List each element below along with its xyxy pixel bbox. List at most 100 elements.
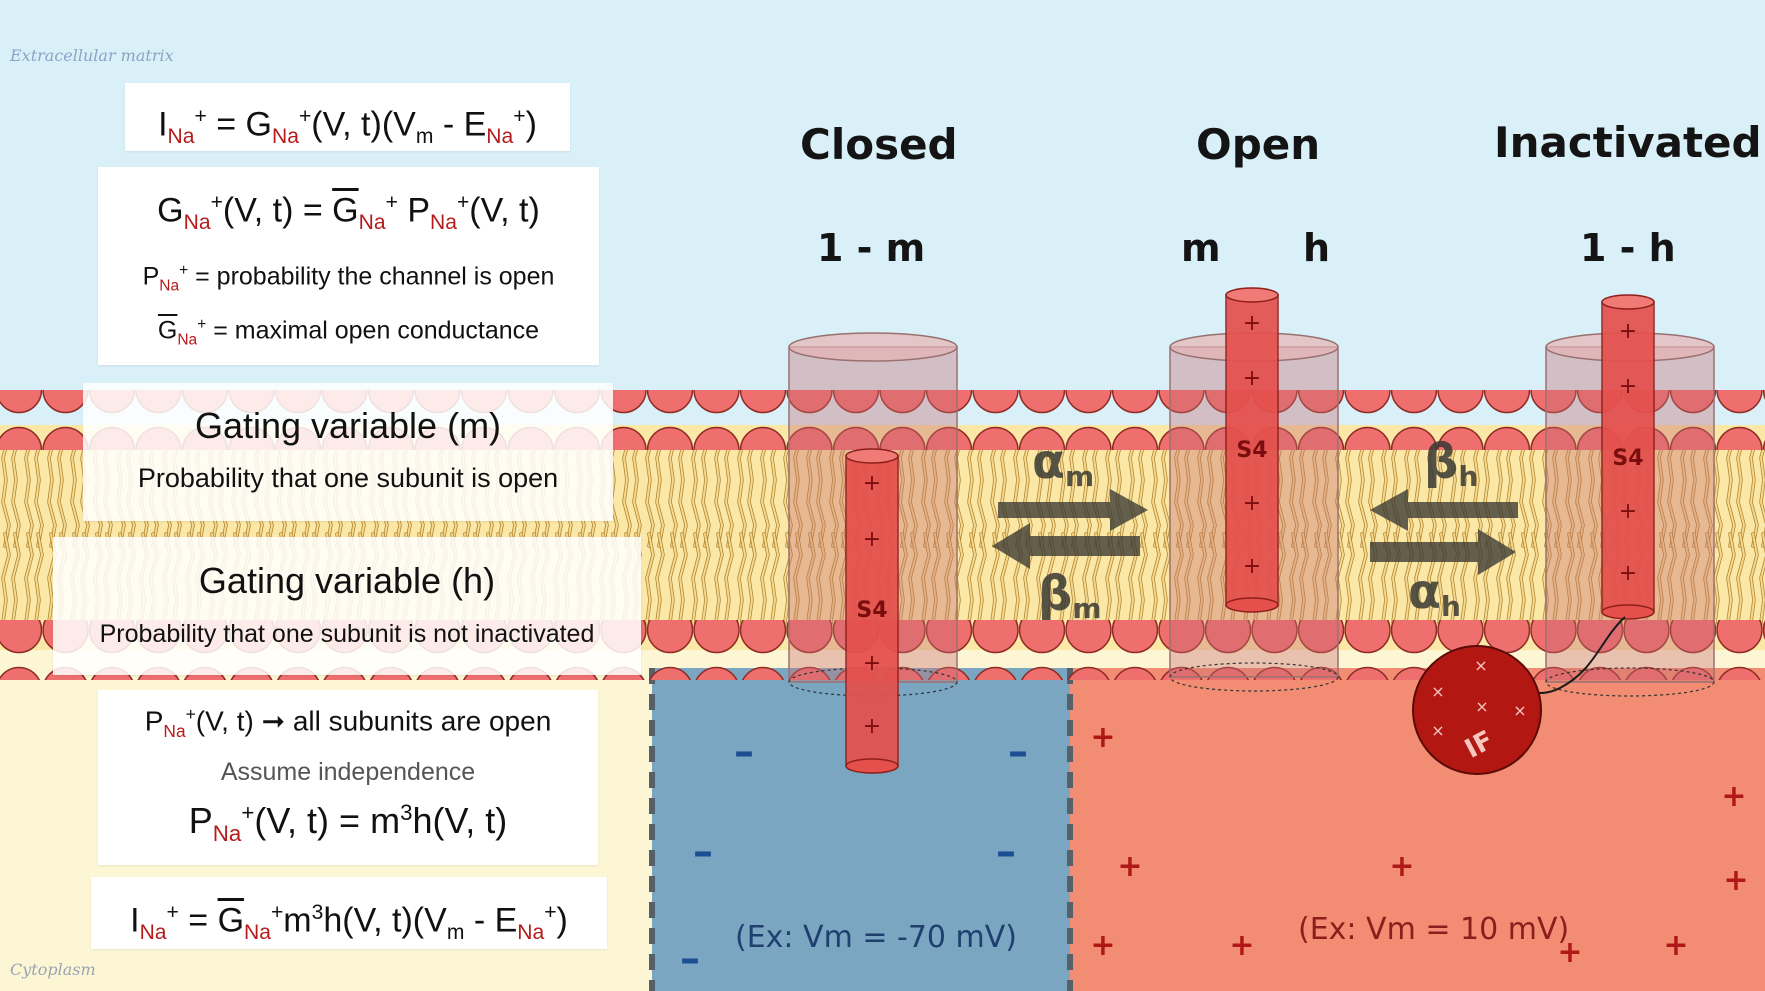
- eq1-i: I: [158, 105, 168, 144]
- example-hyperpolarized: (Ex: Vm = -70 mV): [735, 920, 1017, 955]
- open-s4-label: S4: [1236, 438, 1267, 463]
- minus-charge-1: –: [734, 729, 754, 775]
- plus-charge-6: +: [1090, 928, 1115, 963]
- plus-charge-4: +: [1389, 849, 1414, 884]
- open-s4-plus-1: +: [1243, 311, 1261, 336]
- eq1-plus-3: +: [513, 105, 526, 128]
- rate-beta-h-sub: h: [1458, 460, 1478, 493]
- open-s4-plus-4: +: [1243, 554, 1261, 579]
- inactivated-s4-plus-4: +: [1619, 561, 1637, 586]
- assume-plus-1: +: [185, 704, 196, 724]
- state-inactivated-variable: 1 - h: [1580, 226, 1676, 270]
- conductance-definition: GNa+ = maximal open conductance: [98, 316, 599, 349]
- rate-alpha-m: αm: [1032, 434, 1094, 493]
- eq2-na-sub-2: Na: [358, 211, 386, 235]
- state-open-h-variable: h: [1303, 226, 1331, 270]
- final-close: ): [556, 901, 568, 940]
- independence-box: PNa+(V, t) ➞ all subunits are open Assum…: [98, 690, 598, 865]
- assume-na-sub-1: Na: [163, 720, 186, 741]
- closed-s4-plus-2: +: [863, 527, 881, 552]
- final-cube: 3: [311, 901, 324, 924]
- rate-beta-m-sub: m: [1072, 592, 1101, 625]
- gating-h-description: Probability that one subunit is not inac…: [99, 620, 595, 648]
- inactivated-s4-label: S4: [1612, 446, 1643, 471]
- extracellular-label: Extracellular matrix: [10, 46, 174, 65]
- final-minus-e: - E: [464, 901, 518, 940]
- assume-line-1: PNa+(V, t) ➞ all subunits are open: [98, 704, 598, 742]
- final-m-sub: m: [446, 921, 465, 945]
- eq1-m-sub: m: [415, 125, 434, 149]
- final-plus-2: +: [270, 901, 284, 924]
- final-i: I: [130, 901, 140, 940]
- open-s4-bottom: [1225, 597, 1279, 613]
- inactivated-s4-plus-2: +: [1619, 374, 1637, 399]
- positive-charges: + + + + + + + + +: [1090, 720, 1748, 970]
- inactivated-s4-helix: [1601, 301, 1655, 613]
- arrow-beta-h: [1370, 489, 1518, 531]
- cytoplasm-label: Cytoplasm: [10, 960, 96, 979]
- ball-x-4: ×: [1513, 701, 1526, 720]
- def2-plus: +: [197, 316, 207, 333]
- def2-na-sub: Na: [177, 331, 198, 349]
- inactivated-s4-plus-3: +: [1619, 499, 1637, 524]
- plus-charge-8: +: [1557, 935, 1582, 970]
- rate-beta-h-symbol: β: [1424, 434, 1458, 490]
- closed-s4-top: [845, 448, 899, 464]
- eq1-plus-2: +: [298, 105, 312, 128]
- eq2-na-sub-1: Na: [183, 211, 211, 235]
- inactivation-ball: [1412, 645, 1542, 775]
- open-s4-helix: [1225, 294, 1279, 606]
- rate-alpha-h-sub: h: [1441, 590, 1461, 623]
- ball-x-2: ×: [1431, 682, 1444, 701]
- rate-labels: αm βm βh αh: [1032, 434, 1478, 625]
- minus-charge-2: –: [1008, 729, 1028, 775]
- assume-note: Assume independence: [220, 758, 476, 786]
- final-eq: =: [178, 901, 218, 940]
- assume-line3-rest: (V, t) = m: [254, 800, 401, 841]
- state-open-title: Open: [1196, 120, 1321, 169]
- current-equation-box: INa+ = GNa+(V, t)(Vm - ENa+): [125, 83, 570, 151]
- open-s4-plus-2: +: [1243, 366, 1261, 391]
- eq2-mid: (V, t) =: [222, 191, 333, 230]
- eq1-na-sub-1: Na: [167, 125, 195, 149]
- final-na-sub-1: Na: [139, 921, 167, 945]
- def2-gbar: G: [157, 316, 178, 345]
- state-open-m-variable: m: [1181, 226, 1221, 270]
- closed-channel-bottom: [788, 667, 958, 697]
- final-plus-1: +: [166, 901, 179, 924]
- assume-na-sub-2: Na: [212, 821, 242, 847]
- assume-plus-2: +: [241, 800, 255, 825]
- arrow-alpha-m: [998, 489, 1148, 531]
- eq1-rest: (V, t)(V: [311, 105, 416, 144]
- closed-s4-bottom: [845, 758, 899, 774]
- eq1-mid: = G: [206, 105, 273, 144]
- eq2-plus-1: +: [210, 191, 223, 214]
- inactivated-s4-plus-1: +: [1619, 319, 1637, 344]
- open-s4-top: [1225, 287, 1279, 303]
- plus-charge-9: +: [1663, 928, 1688, 963]
- plus-charge-5: +: [1723, 863, 1748, 898]
- eq1-minus-e: - E: [433, 105, 487, 144]
- ball-x-1: ×: [1474, 656, 1487, 675]
- arrow-alpha-h: [1370, 529, 1516, 575]
- gating-h-title: Gating variable (h): [198, 560, 496, 601]
- eq2-plus-3: +: [456, 191, 470, 214]
- assume-line1-rest: (V, t) ➞ all subunits are open: [195, 705, 552, 737]
- minus-charge-5: –: [680, 936, 700, 982]
- final-rest: h(V, t)(V: [323, 901, 447, 940]
- eq2-na-sub-3: Na: [430, 211, 457, 235]
- conductance-equation: GNa+(V, t) = GNa+ PNa+(V, t): [98, 191, 599, 235]
- gating-m-description: Probability that one subunit is open: [137, 463, 559, 493]
- closed-s4-label: S4: [856, 598, 887, 623]
- final-na-sub-3: Na: [517, 921, 545, 945]
- ball-x-3: ×: [1475, 697, 1488, 716]
- example-depolarized: (Ex: Vm = 10 mV): [1298, 912, 1570, 947]
- plus-charge-1: +: [1090, 720, 1115, 755]
- inactivated-channel-bottom: [1545, 667, 1715, 697]
- def1-plus: +: [179, 262, 189, 279]
- transition-arrows: [992, 489, 1518, 575]
- rate-alpha-h-symbol: α: [1408, 564, 1441, 620]
- state-closed-title: Closed: [800, 120, 958, 169]
- rate-beta-m: βm: [1038, 566, 1102, 625]
- final-gbar: G: [217, 901, 245, 940]
